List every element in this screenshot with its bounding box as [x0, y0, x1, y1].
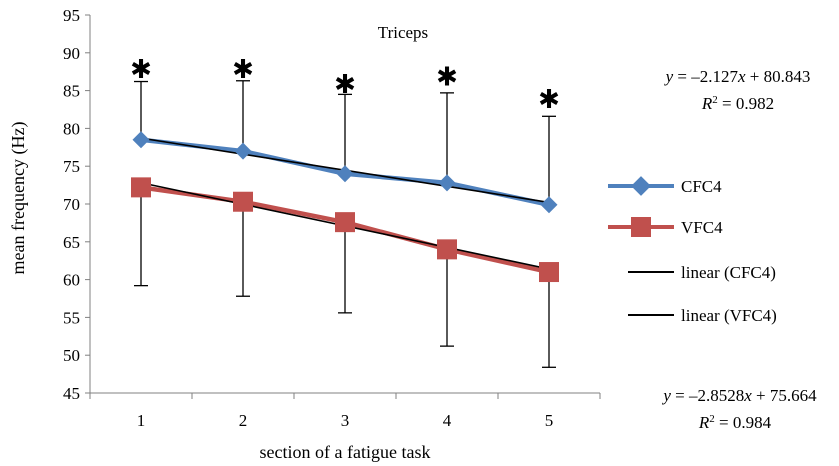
- y-axis-label: mean frequency (Hz): [8, 122, 29, 275]
- y-tick-label: 50: [63, 346, 80, 365]
- x-tick-label: 3: [341, 411, 350, 430]
- chart-title: Triceps: [378, 23, 428, 42]
- vfc4-point: [437, 239, 457, 260]
- significance-marker: ✱: [232, 55, 254, 84]
- legend: CFC4 VFC4 linear (CFC4) linear (VFC4): [608, 176, 777, 325]
- y-tick-label: 65: [63, 233, 80, 252]
- cfc4-equation: y = –2.127x + 80.843: [664, 67, 811, 86]
- y-tick-label: 95: [63, 6, 80, 25]
- vfc4-point: [131, 177, 151, 198]
- cfc4-point: [438, 174, 456, 192]
- y-tick-label: 75: [63, 157, 80, 176]
- y-tick-label: 80: [63, 119, 80, 138]
- significance-marker: ✱: [334, 70, 356, 99]
- x-tick-label: 4: [443, 411, 452, 430]
- cfc4-point: [540, 196, 558, 214]
- legend-item-linear-vfc4: linear (VFC4): [628, 306, 777, 325]
- vfc4-r2: R2 = 0.984: [698, 413, 772, 432]
- legend-cfc4-marker: [631, 176, 651, 196]
- legend-cfc4-label: CFC4: [681, 177, 722, 196]
- legend-item-vfc4: VFC4: [608, 217, 723, 237]
- cfc4-point: [234, 142, 252, 160]
- vfc4-equation: y = –2.8528x + 75.664: [661, 386, 817, 405]
- legend-vfc4-label: VFC4: [681, 218, 723, 237]
- x-tick-label: 5: [545, 411, 554, 430]
- significance-marker: ✱: [538, 85, 560, 114]
- legend-linear-cfc4-label: linear (CFC4): [681, 263, 776, 282]
- y-tick-label: 90: [63, 44, 80, 63]
- vfc4-point: [539, 262, 559, 283]
- cfc4-point: [336, 165, 354, 183]
- y-tick-label: 55: [63, 308, 80, 327]
- significance-marker: ✱: [130, 55, 152, 84]
- cfc4-point: [132, 131, 150, 149]
- legend-vfc4-marker: [631, 217, 651, 237]
- x-tick-label: 1: [137, 411, 146, 430]
- vfc4-point: [335, 212, 355, 233]
- vfc4-point: [233, 191, 253, 212]
- x-tick-label: 2: [239, 411, 248, 430]
- x-axis-label: section of a fatigue task: [260, 442, 431, 462]
- cfc4-r2: R2 = 0.982: [701, 94, 774, 113]
- y-tick-label: 85: [63, 82, 80, 101]
- legend-linear-vfc4-label: linear (VFC4): [681, 306, 777, 325]
- y-tick-label: 45: [63, 384, 80, 403]
- y-tick-label: 70: [63, 195, 80, 214]
- legend-item-cfc4: CFC4: [608, 176, 722, 196]
- legend-item-linear-cfc4: linear (CFC4): [628, 263, 776, 282]
- y-tick-label: 60: [63, 271, 80, 290]
- significance-marker: ✱: [436, 62, 458, 91]
